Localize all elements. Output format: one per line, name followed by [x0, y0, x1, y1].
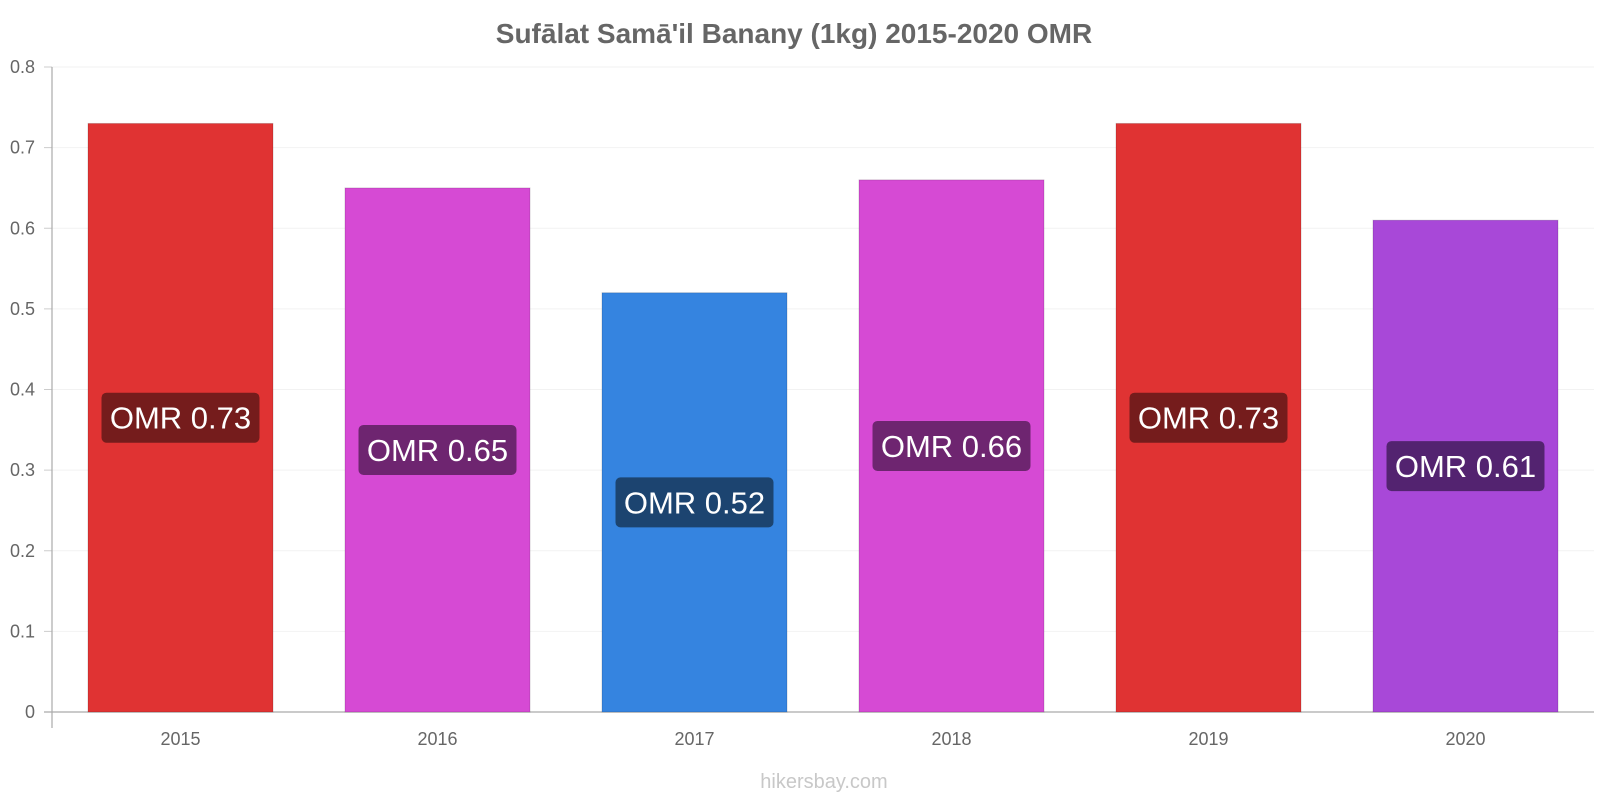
y-tick-label: 0.4: [10, 380, 35, 400]
y-tick-label: 0.2: [10, 541, 35, 561]
y-tick-label: 0.7: [10, 138, 35, 158]
y-tick-label: 0.5: [10, 299, 35, 319]
x-tick-label: 2018: [931, 729, 971, 749]
watermark-text: hikersbay.com: [760, 771, 887, 793]
data-label: OMR 0.73: [1138, 401, 1279, 436]
data-label: OMR 0.61: [1395, 449, 1536, 484]
axes: 0 0.1 0.2 0.3 0.4 0.5 0.6 0.7 0.8 2015 2016 2017 201…: [10, 57, 1594, 749]
data-label-box: [872, 420, 1031, 471]
data-label-box: [1129, 392, 1288, 443]
y-tick-label: 0.1: [10, 621, 35, 641]
chart-title: Sufālat Samā'il Banany (1kg) 2015-2020 O…: [496, 18, 1092, 49]
data-label-box: [101, 392, 260, 443]
y-tick-label: 0.8: [10, 57, 35, 77]
data-label: OMR 0.66: [881, 429, 1022, 464]
data-label-box: [358, 424, 517, 475]
gridlines: [52, 66, 1594, 632]
data-label-box: [615, 477, 774, 528]
y-tick-label: 0: [25, 702, 35, 722]
x-tick-label: 2016: [417, 729, 457, 749]
x-tick-label: 2015: [160, 729, 200, 749]
x-tick-label: 2019: [1188, 729, 1228, 749]
bars: [87, 122, 1559, 713]
x-tick-label: 2020: [1445, 729, 1485, 749]
y-tick-label: 0.3: [10, 460, 35, 480]
data-label: OMR 0.65: [367, 433, 508, 468]
data-labels: OMR 0.73 OMR 0.65 OMR 0.52 OMR 0.66 OMR 0.73…: [101, 392, 1545, 528]
x-tick-label: 2017: [674, 729, 714, 749]
data-label: OMR 0.73: [110, 401, 251, 436]
data-label: OMR 0.52: [624, 485, 765, 520]
data-label-box: [1386, 441, 1545, 492]
y-tick-label: 0.6: [10, 218, 35, 238]
